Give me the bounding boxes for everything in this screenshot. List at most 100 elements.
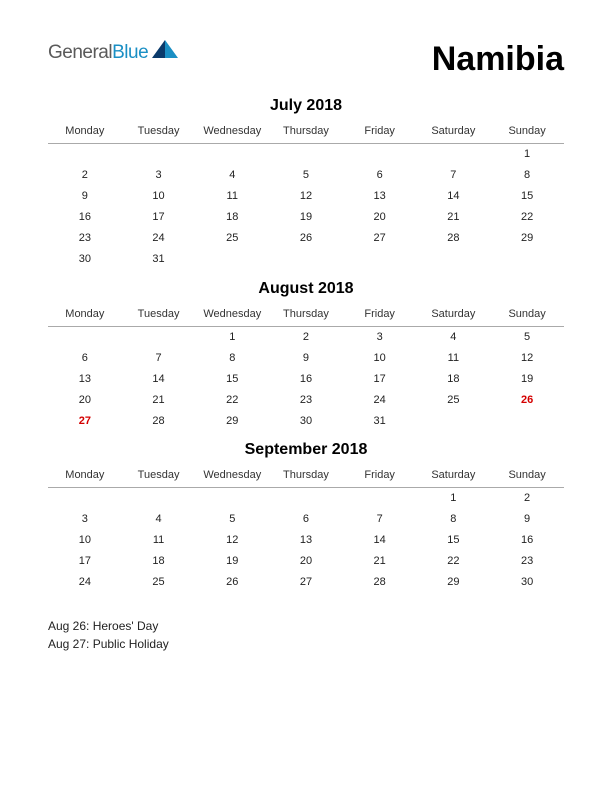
- calendar-cell: 14: [122, 368, 196, 389]
- calendar-cell: 23: [490, 551, 564, 572]
- calendar-cell: 9: [269, 347, 343, 368]
- calendar-cell: 26: [490, 389, 564, 410]
- calendar-cell: 12: [490, 347, 564, 368]
- calendar-cell: 27: [48, 410, 122, 431]
- calendar-cell: 21: [122, 389, 196, 410]
- calendar-row: 24252627282930: [48, 572, 564, 593]
- calendar-cell: 11: [417, 347, 491, 368]
- calendar-cell: 22: [417, 551, 491, 572]
- calendar-cell: 25: [417, 389, 491, 410]
- calendar-cell: 6: [48, 347, 122, 368]
- calendar-table: MondayTuesdayWednesdayThursdayFridaySatu…: [48, 465, 564, 593]
- calendar-cell: 14: [417, 186, 491, 207]
- calendar-cell: 8: [195, 347, 269, 368]
- day-header: Sunday: [490, 304, 564, 327]
- calendar-cell: 2: [490, 488, 564, 509]
- calendar-cell: 20: [269, 551, 343, 572]
- calendar-cell: 13: [269, 530, 343, 551]
- calendar-cell: [195, 144, 269, 165]
- day-header: Tuesday: [122, 465, 196, 488]
- calendar-cell: 23: [269, 389, 343, 410]
- calendar-row: 16171819202122: [48, 207, 564, 228]
- logo-text-general: General: [48, 42, 112, 63]
- calendar-cell: [48, 488, 122, 509]
- month-block: August 2018MondayTuesdayWednesdayThursda…: [48, 280, 564, 432]
- calendar-cell: 2: [48, 165, 122, 186]
- calendar-cell: [269, 488, 343, 509]
- calendar-cell: 10: [122, 186, 196, 207]
- calendar-cell: 3: [122, 165, 196, 186]
- day-header: Friday: [343, 304, 417, 327]
- calendar-cell: 1: [417, 488, 491, 509]
- calendar-row: 1: [48, 144, 564, 165]
- day-header: Wednesday: [195, 121, 269, 144]
- calendar-cell: [343, 249, 417, 270]
- calendar-table: MondayTuesdayWednesdayThursdayFridaySatu…: [48, 304, 564, 432]
- calendar-row: 3031: [48, 249, 564, 270]
- calendar-cell: 24: [343, 389, 417, 410]
- logo-text: GeneralBlue: [48, 42, 148, 64]
- calendar-cell: 19: [195, 551, 269, 572]
- calendar-row: 12345: [48, 326, 564, 347]
- calendar-cell: [343, 144, 417, 165]
- calendar-cell: 5: [269, 165, 343, 186]
- calendar-cell: 22: [195, 389, 269, 410]
- calendar-cell: 18: [417, 368, 491, 389]
- calendar-cell: 16: [48, 207, 122, 228]
- logo-text-blue: Blue: [112, 42, 148, 63]
- calendar-cell: 29: [490, 228, 564, 249]
- calendar-cell: [48, 144, 122, 165]
- calendar-cell: 13: [343, 186, 417, 207]
- calendar-cell: 19: [490, 368, 564, 389]
- calendar-cell: [417, 249, 491, 270]
- calendar-table: MondayTuesdayWednesdayThursdayFridaySatu…: [48, 121, 564, 270]
- calendar-cell: 23: [48, 228, 122, 249]
- calendar-cell: 6: [343, 165, 417, 186]
- day-header: Friday: [343, 121, 417, 144]
- day-header: Friday: [343, 465, 417, 488]
- calendar-cell: 11: [195, 186, 269, 207]
- month-block: July 2018MondayTuesdayWednesdayThursdayF…: [48, 97, 564, 270]
- calendar-row: 6789101112: [48, 347, 564, 368]
- calendar-cell: 20: [48, 389, 122, 410]
- day-header: Tuesday: [122, 121, 196, 144]
- day-header: Thursday: [269, 121, 343, 144]
- calendar-row: 17181920212223: [48, 551, 564, 572]
- holiday-entry: Aug 27: Public Holiday: [48, 635, 564, 653]
- calendar-cell: 4: [195, 165, 269, 186]
- calendar-cell: 31: [122, 249, 196, 270]
- calendar-cell: 28: [122, 410, 196, 431]
- calendar-cell: 15: [417, 530, 491, 551]
- calendar-cell: 21: [343, 551, 417, 572]
- calendar-row: 9101112131415: [48, 186, 564, 207]
- calendar-cell: [269, 144, 343, 165]
- logo: GeneralBlue: [48, 40, 178, 65]
- country-title: Namibia: [432, 40, 564, 79]
- calendar-cell: 30: [490, 572, 564, 593]
- calendar-cell: 22: [490, 207, 564, 228]
- calendar-cell: [195, 249, 269, 270]
- calendar-cell: 9: [48, 186, 122, 207]
- calendar-cell: 5: [490, 326, 564, 347]
- calendar-cell: 10: [343, 347, 417, 368]
- calendar-cell: 29: [417, 572, 491, 593]
- calendar-cell: 30: [48, 249, 122, 270]
- calendar-cell: 9: [490, 509, 564, 530]
- calendar-cell: 3: [343, 326, 417, 347]
- month-block: September 2018MondayTuesdayWednesdayThur…: [48, 441, 564, 593]
- calendar-row: 2345678: [48, 165, 564, 186]
- calendar-cell: 12: [195, 530, 269, 551]
- calendar-row: 12: [48, 488, 564, 509]
- day-header: Thursday: [269, 465, 343, 488]
- calendar-cell: 21: [417, 207, 491, 228]
- calendar-cell: 16: [269, 368, 343, 389]
- calendar-cell: 14: [343, 530, 417, 551]
- calendar-cell: 24: [122, 228, 196, 249]
- calendar-cell: 18: [122, 551, 196, 572]
- calendar-cell: 15: [195, 368, 269, 389]
- calendar-cell: 26: [269, 228, 343, 249]
- day-header: Monday: [48, 465, 122, 488]
- day-header: Sunday: [490, 121, 564, 144]
- calendar-cell: 3: [48, 509, 122, 530]
- calendar-cell: 29: [195, 410, 269, 431]
